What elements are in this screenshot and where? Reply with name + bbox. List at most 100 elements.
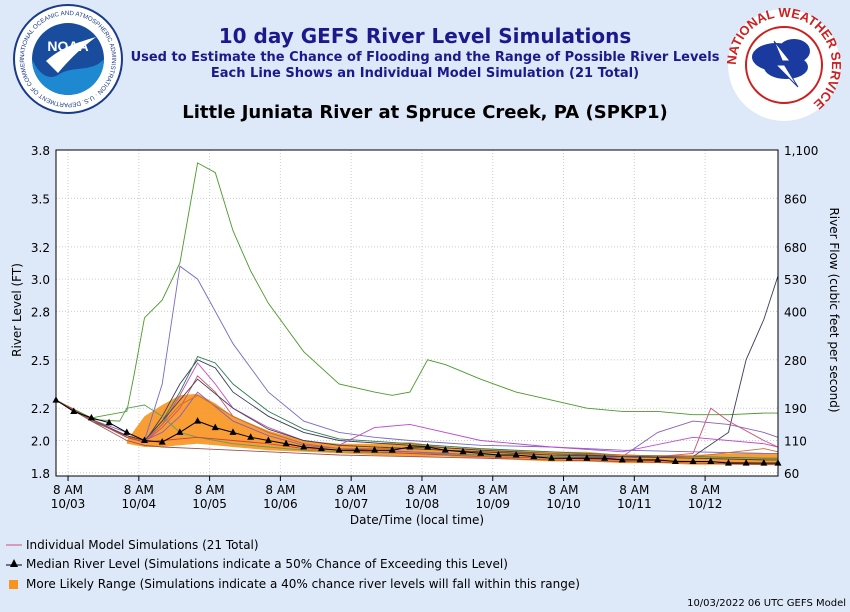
y2-tick-label: 400 (784, 305, 807, 319)
x-tick-date: 10/06 (263, 497, 298, 511)
median-point (760, 459, 768, 466)
simulation-line-11 (55, 378, 778, 461)
y-tick-label: 2.8 (31, 305, 50, 319)
median-point (459, 447, 467, 455)
x-tick-label: 8 AM (407, 483, 437, 497)
median-point (264, 436, 272, 443)
median-point (618, 455, 626, 463)
y-tick-label: 2.5 (31, 354, 50, 368)
median-point (388, 446, 396, 453)
y-tick-label: 2.2 (31, 402, 50, 416)
x-tick-date: 10/07 (334, 497, 369, 511)
plot-frame (55, 149, 779, 477)
y-tick-label: 3.2 (31, 241, 50, 255)
legend-item-median: Median River Level (Simulations indicate… (6, 557, 508, 571)
median-point (512, 451, 520, 458)
median-point (300, 442, 308, 450)
x-tick-label: 8 AM (336, 483, 366, 497)
x-tick-date: 10/05 (192, 497, 227, 511)
median-point (530, 452, 538, 460)
median-point (317, 444, 325, 452)
chart-title: 10 day GEFS River Level Simulations (218, 24, 632, 48)
x-tick-label: 8 AM (690, 483, 720, 497)
x-tick-label: 8 AM (549, 483, 579, 497)
simulation-line-10 (55, 399, 778, 466)
legend-label: More Likely Range (Simulations indicate … (26, 577, 580, 591)
y-tick-label: 3.8 (31, 144, 50, 158)
x-tick-date: 10/12 (688, 497, 723, 511)
median-point (742, 459, 750, 466)
median-point (353, 446, 361, 453)
simulation-line-1 (55, 162, 778, 419)
legend-swatch-range (9, 580, 18, 589)
x-axis-label: Date/Time (local time) (350, 513, 484, 527)
median-point (724, 459, 732, 466)
legend-swatch-median (6, 559, 22, 567)
x-tick-date: 10/09 (475, 497, 510, 511)
legend-item-range: More Likely Range (Simulations indicate … (6, 577, 580, 591)
y2-tick-label: 110 (784, 434, 807, 448)
median-point (158, 438, 166, 445)
y2-tick-label: 680 (784, 241, 807, 255)
noaa-logo: NOAA NATIONAL OCEANIC AND ATMOSPHERIC AD… (12, 3, 123, 114)
chart-subtitle-2: Each Line Shows an Individual Model Simu… (210, 66, 640, 81)
y-tick-label: 3.5 (31, 192, 50, 206)
median-point (176, 428, 184, 435)
median-point (547, 454, 555, 461)
median-point (654, 455, 662, 463)
x-tick-label: 8 AM (195, 483, 225, 497)
y-tick-label: 1.8 (31, 467, 50, 481)
median-point (70, 407, 78, 414)
median-point (247, 433, 255, 440)
model-timestamp: 10/03/2022 06 UTC GEFS Model (687, 598, 846, 609)
x-tick-date: 10/10 (546, 497, 581, 511)
x-tick-label: 8 AM (124, 483, 154, 497)
legend-label: Median River Level (Simulations indicate… (26, 557, 508, 571)
median-point (441, 446, 449, 453)
x-tick-label: 8 AM (619, 483, 649, 497)
median-point (87, 413, 95, 421)
nws-logo: NATIONAL WEATHER SERVICE (724, 5, 844, 121)
x-tick-date: 10/03 (51, 497, 86, 511)
noaa-logo-text: NOAA (47, 38, 88, 54)
median-point (282, 439, 290, 447)
chart-subtitle-1: Used to Estimate the Chance of Flooding … (130, 50, 720, 65)
median-point (477, 449, 485, 456)
legend-swatch-line (6, 544, 22, 546)
median-point (194, 417, 202, 424)
median-point (371, 446, 379, 453)
station-name: Little Juniata River at Spruce Creek, PA… (182, 102, 668, 123)
simulation-line-2 (55, 265, 778, 454)
y-axis-label: River Level (FT) (10, 263, 24, 357)
y2-axis-label: River Flow (cubic feet per second) (827, 207, 841, 412)
median-point (583, 454, 591, 461)
median-point (406, 442, 414, 450)
y-tick-label: 2.0 (31, 434, 50, 448)
median-point (689, 457, 697, 464)
median-point (601, 454, 609, 461)
median-point (229, 428, 237, 435)
x-tick-date: 10/08 (405, 497, 440, 511)
median-point (671, 457, 679, 464)
x-tick-date: 10/04 (122, 497, 157, 511)
y2-tick-label: 530 (784, 273, 807, 287)
median-point (123, 428, 131, 435)
y2-tick-label: 280 (784, 354, 807, 368)
y2-tick-label: 60 (784, 467, 799, 481)
x-tick-date: 10/11 (617, 497, 652, 511)
median-point (565, 454, 573, 461)
x-tick-label: 8 AM (478, 483, 508, 497)
legend-label: Individual Model Simulations (21 Total) (26, 538, 259, 552)
median-point (494, 451, 502, 458)
median-point (335, 446, 343, 453)
median-point (636, 455, 644, 463)
x-tick-label: 8 AM (53, 483, 83, 497)
y2-tick-label: 860 (784, 192, 807, 206)
median-point (424, 442, 432, 450)
median-point (707, 457, 715, 464)
y-tick-label: 3.0 (31, 273, 50, 287)
median-point (105, 418, 113, 426)
y2-tick-label: 190 (784, 402, 807, 416)
median-point (140, 436, 148, 443)
